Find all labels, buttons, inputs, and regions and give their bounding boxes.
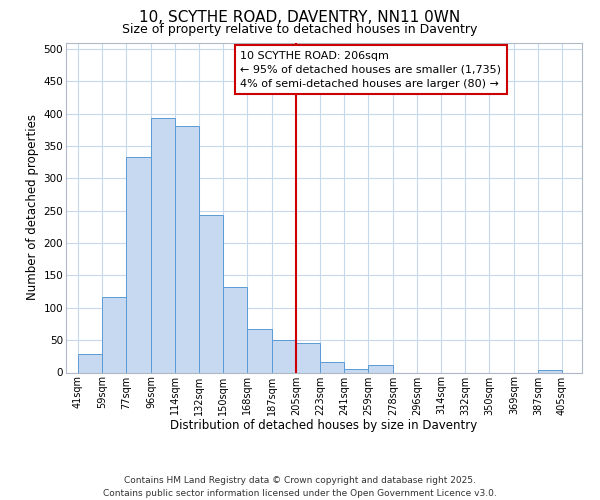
Bar [175, 126, 199, 372]
Text: Size of property relative to detached houses in Daventry: Size of property relative to detached ho… [122, 22, 478, 36]
Bar [78, 354, 102, 372]
Bar [247, 328, 272, 372]
Bar [296, 344, 320, 372]
Text: Contains HM Land Registry data © Crown copyright and database right 2025.
Contai: Contains HM Land Registry data © Crown c… [103, 476, 497, 498]
Bar [151, 118, 175, 372]
Bar [102, 297, 126, 372]
Bar [272, 340, 296, 372]
Bar [538, 370, 562, 372]
Bar [320, 362, 344, 372]
Bar [126, 157, 151, 372]
X-axis label: Distribution of detached houses by size in Daventry: Distribution of detached houses by size … [170, 419, 478, 432]
Text: 10 SCYTHE ROAD: 206sqm
← 95% of detached houses are smaller (1,735)
4% of semi-d: 10 SCYTHE ROAD: 206sqm ← 95% of detached… [240, 51, 501, 89]
Bar [199, 216, 223, 372]
Bar [368, 366, 393, 372]
Bar [223, 287, 247, 372]
Y-axis label: Number of detached properties: Number of detached properties [26, 114, 40, 300]
Text: 10, SCYTHE ROAD, DAVENTRY, NN11 0WN: 10, SCYTHE ROAD, DAVENTRY, NN11 0WN [139, 10, 461, 25]
Bar [344, 370, 368, 372]
